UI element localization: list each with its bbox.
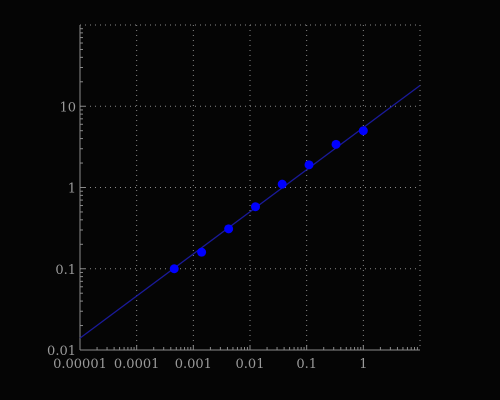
grid xyxy=(80,24,421,350)
x-tick-label: 0.001 xyxy=(175,357,212,372)
x-tick-label: 0.1 xyxy=(296,357,317,372)
data-point xyxy=(250,202,260,212)
x-tick-label: 0.0001 xyxy=(114,357,160,372)
y-tick-label: 1 xyxy=(68,182,76,197)
data-point xyxy=(331,139,341,149)
y-tick-label: 0.01 xyxy=(47,344,76,359)
x-tick-label: 1 xyxy=(359,357,367,372)
x-tick-label: 0.01 xyxy=(236,357,265,372)
ticks: 0.00001 0.0001 0.001 0.01 0.1 1 0.01 0.1 1 10 xyxy=(47,28,418,372)
data-point xyxy=(197,247,207,257)
data-point xyxy=(304,160,314,170)
y-tick-label: 0.1 xyxy=(55,263,76,278)
data-point xyxy=(358,126,368,136)
data-points xyxy=(169,126,368,274)
data-point xyxy=(277,179,287,189)
x-tick-label: 0.00001 xyxy=(53,357,107,372)
y-tick-label: 10 xyxy=(59,100,76,115)
data-point xyxy=(169,264,179,274)
data-point xyxy=(224,224,234,234)
